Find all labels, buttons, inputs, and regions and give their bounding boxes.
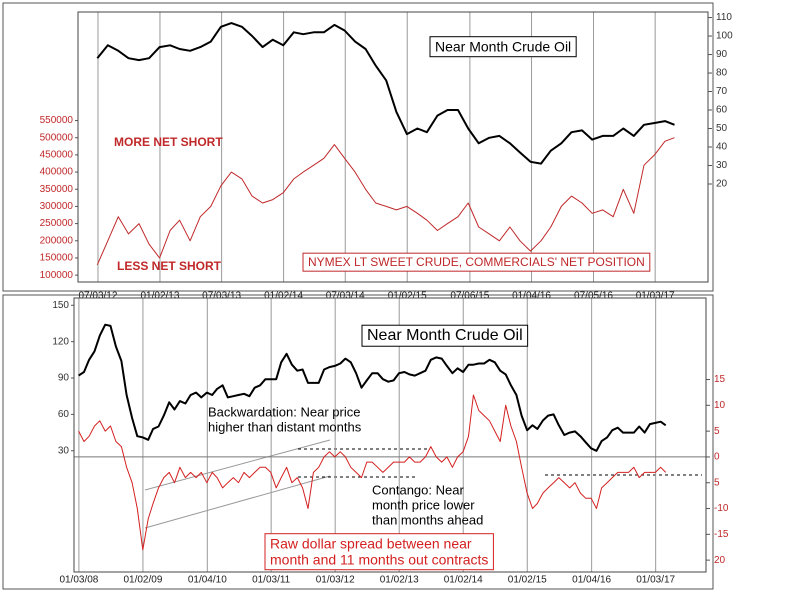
y2-tick-label: 15 (714, 374, 726, 385)
y2-tick-label: 20 (714, 555, 726, 566)
annotation-text: NYMEX LT SWEET CRUDE, COMMERCIALS' NET P… (308, 255, 645, 269)
channel-lower (144, 475, 331, 529)
x-tick-label: 01/02/15 (388, 291, 427, 302)
channel-lines (144, 439, 331, 529)
y2-tick-label: 30 (716, 160, 728, 171)
annotation-text: month and 11 months out contracts (270, 552, 488, 568)
y2-tick-label: 20 (716, 179, 728, 190)
top-panel (2, 2, 714, 292)
x-tick-label: 01/02/14 (444, 575, 483, 586)
y2-tick-label: 0 (714, 452, 720, 463)
annotation: LESS NET SHORT (117, 259, 222, 273)
y2-tick-label: 50 (716, 123, 728, 134)
annotation: MORE NET SHORT (114, 135, 223, 149)
series-line (78, 323, 667, 452)
annotation-box (361, 324, 529, 347)
chart: 07/03/12 01/02/13 07/03/13 01/02/14 07/03/14… (40, 11, 733, 302)
y-tick-label: 100000 (40, 270, 74, 281)
x-tick-label: 01/03/08 (59, 575, 98, 586)
y2-tick-label: 5 (714, 477, 720, 488)
annotation-text: Contango: Near (372, 482, 464, 497)
x-tick-label: 01/02/09 (123, 575, 162, 586)
x-tick-label: 01/03/17 (636, 291, 675, 302)
x-tick-label: 01/03/11 (252, 575, 291, 586)
annotation-text: LESS NET SHORT (117, 259, 222, 273)
x-tick-label: 07/03/12 (79, 291, 118, 302)
annotation-text: Near Month Crude Oil (435, 39, 571, 55)
dashed-lines (298, 448, 702, 478)
bottom-panel (2, 294, 714, 590)
plot-frame (73, 297, 707, 573)
y2-tick-label: 5 (714, 426, 720, 437)
y-tick-label: 150 (52, 300, 69, 311)
y-tick-label: 150000 (40, 253, 74, 264)
y2-tick-label: 70 (716, 86, 728, 97)
y-tick-label: 400000 (40, 167, 74, 178)
annotation-text: MORE NET SHORT (114, 135, 223, 149)
annotation: NYMEX LT SWEET CRUDE, COMMERCIALS' NET P… (302, 252, 651, 272)
y2-tick-label: 40 (716, 142, 728, 153)
annotation-text: than months ahead (372, 512, 483, 527)
x-tick-label: 07/06/15 (450, 291, 489, 302)
annotation-text: Backwardation: Near price (208, 404, 360, 419)
chart: 01/03/08 01/02/09 01/04/10 01/03/11 01/03/12… (52, 297, 729, 586)
y2-tick-label: 100 (716, 31, 733, 42)
x-tick-label: 07/05/16 (574, 291, 613, 302)
plot-frame (77, 11, 709, 283)
annotation-box (302, 252, 651, 272)
annotation-text: Near Month Crude Oil (367, 327, 523, 344)
y-tick-label: 550000 (40, 115, 74, 126)
y-tick-label: 350000 (40, 184, 74, 195)
y2-tick-label: 110 (716, 12, 732, 23)
y2-tick-label: 90 (716, 49, 728, 60)
y-tick-label: 90 (58, 373, 70, 384)
series-line (96, 137, 675, 266)
x-tick-label: 01/02/14 (264, 291, 303, 302)
annotation: Near Month Crude Oil (361, 324, 529, 347)
annotation-text: month price lower (372, 497, 475, 512)
y2-tick-label: 10 (714, 400, 726, 411)
annotation-box (264, 533, 494, 571)
annotation-text: Raw dollar spread between near (270, 536, 472, 552)
channel-upper (144, 439, 331, 491)
y-tick-label: 120 (52, 336, 69, 347)
series-line (78, 394, 667, 551)
y-tick-label: 500000 (40, 132, 74, 143)
y2-tick-label: -10 (714, 503, 729, 514)
x-tick-label: 01/04/16 (572, 575, 611, 586)
x-tick-label: 01/02/13 (380, 575, 419, 586)
y-tick-label: 200000 (40, 235, 74, 246)
y2-tick-label: -15 (714, 529, 729, 540)
y2-tick-label: 60 (716, 105, 728, 116)
x-tick-label: 07/03/14 (326, 291, 365, 302)
annotation: Near Month Crude Oil (429, 36, 577, 58)
x-tick-label: 01/03/12 (316, 575, 355, 586)
y-tick-label: 250000 (40, 218, 74, 229)
y2-tick-label: 80 (716, 68, 728, 79)
x-tick-label: 01/04/16 (512, 291, 551, 302)
y-tick-label: 450000 (40, 150, 74, 161)
x-tick-label: 01/04/10 (188, 575, 227, 586)
y-tick-label: 30 (58, 445, 70, 456)
annotation-text: higher than distant months (208, 419, 362, 434)
series-line (96, 22, 675, 165)
y-tick-label: 60 (58, 409, 70, 420)
x-tick-label: 01/02/15 (508, 575, 547, 586)
x-tick-label: 01/03/17 (636, 575, 675, 586)
y-tick-label: 300000 (40, 201, 74, 212)
x-tick-label: 07/03/13 (202, 291, 241, 302)
annotation-box (429, 36, 577, 58)
x-tick-label: 01/02/13 (140, 291, 179, 302)
